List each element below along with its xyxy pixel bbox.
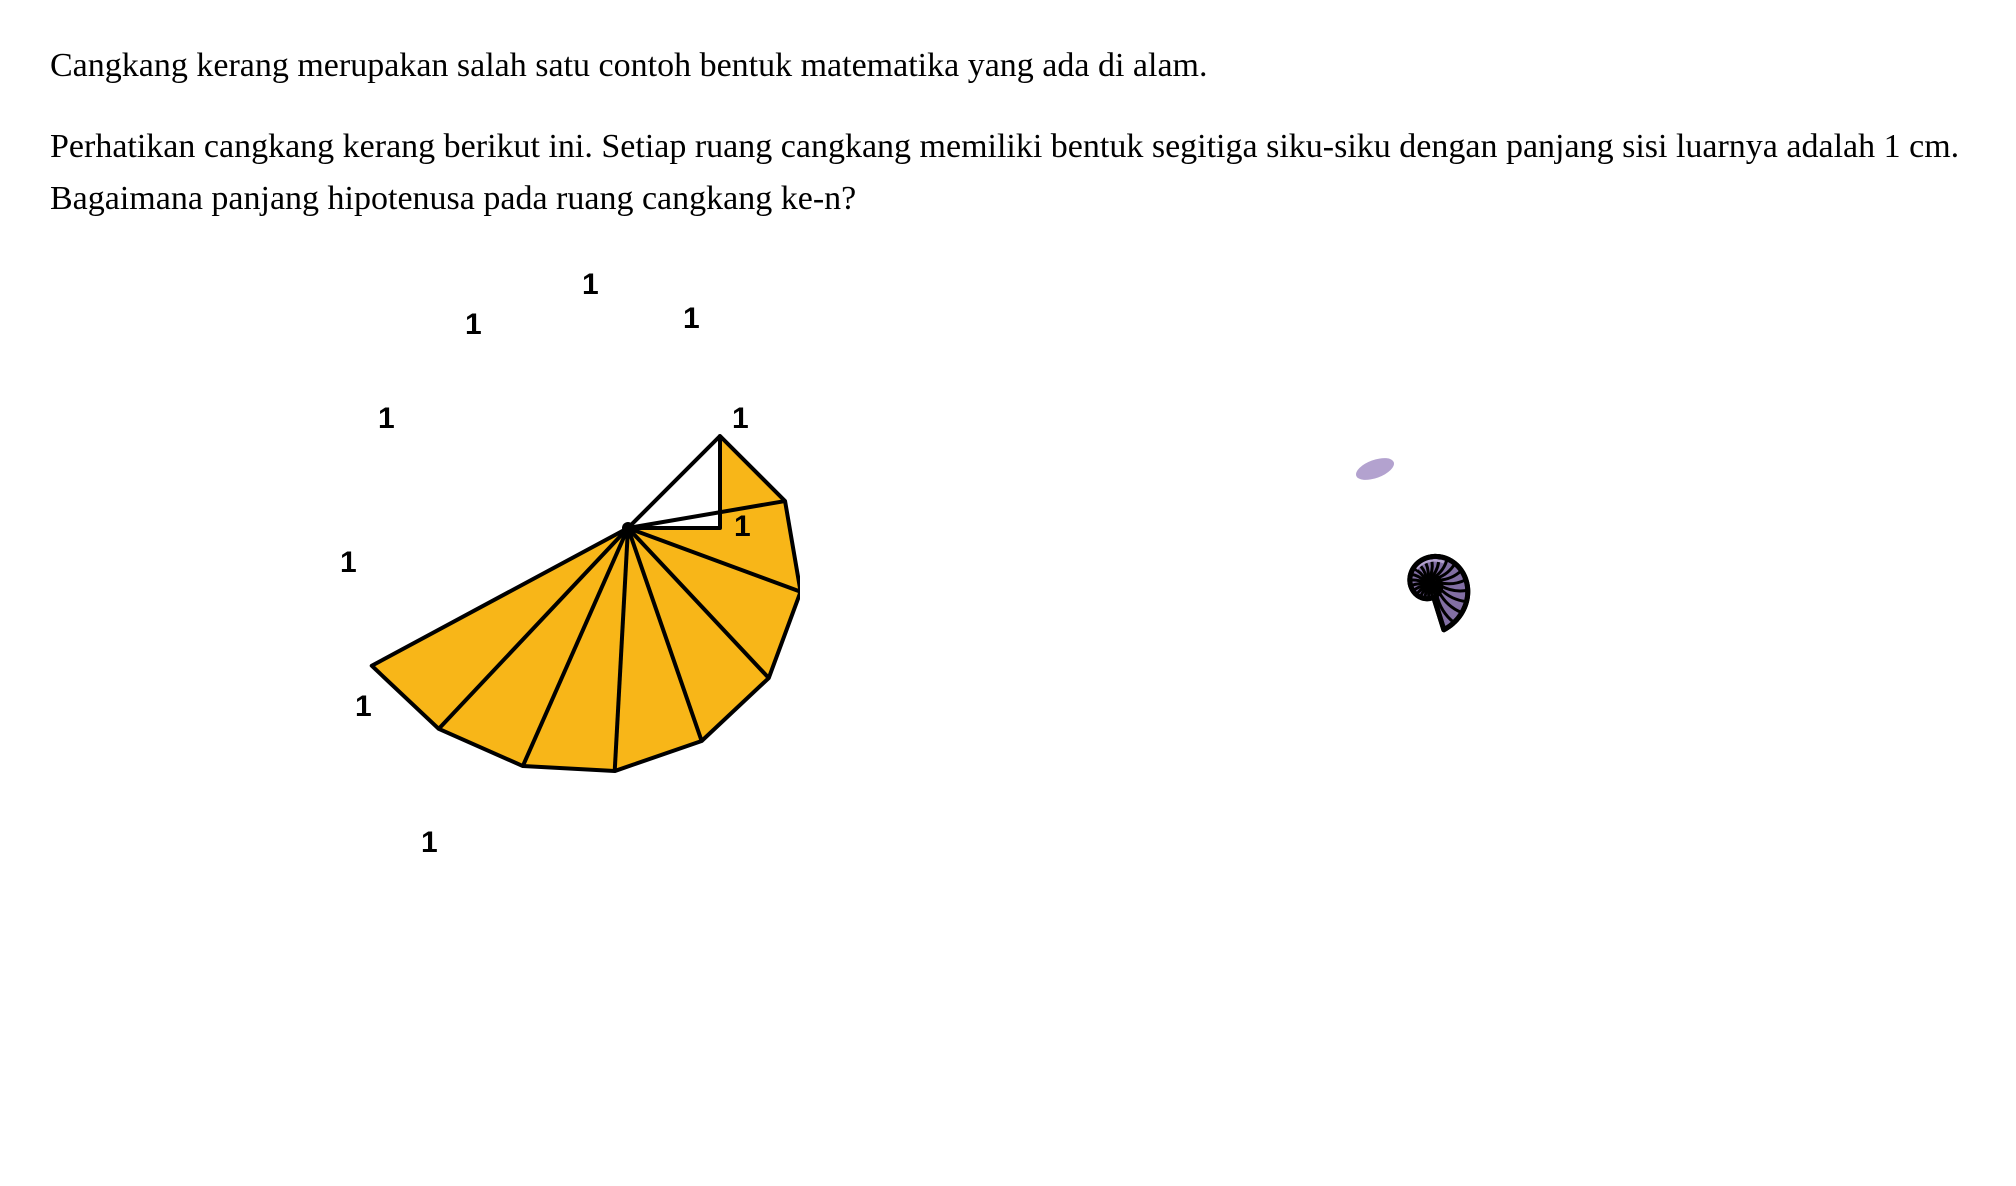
edge-label-7: 1 [340,546,357,580]
edge-label-8: 1 [355,690,372,724]
question-paragraph: Perhatikan cangkang kerang berikut ini. … [50,121,1966,226]
edge-label-5: 1 [465,308,482,342]
edge-label-9: 1 [421,826,438,860]
nautilus-shell [1080,254,1720,894]
edge-label-4: 1 [582,268,599,302]
edge-label-1: 1 [734,510,751,544]
spiral-svg [280,254,800,894]
intro-paragraph: Cangkang kerang merupakan salah satu con… [50,40,1966,93]
edge-label-3: 1 [683,302,700,336]
spiral-of-theodorus: 1 1 1 1 1 1 1 1 1 [280,254,800,894]
edge-label-6: 1 [378,402,395,436]
figures-row: 1 1 1 1 1 1 1 1 1 [50,254,1966,894]
edge-label-2: 1 [732,402,749,436]
shell-svg [1080,254,1720,894]
